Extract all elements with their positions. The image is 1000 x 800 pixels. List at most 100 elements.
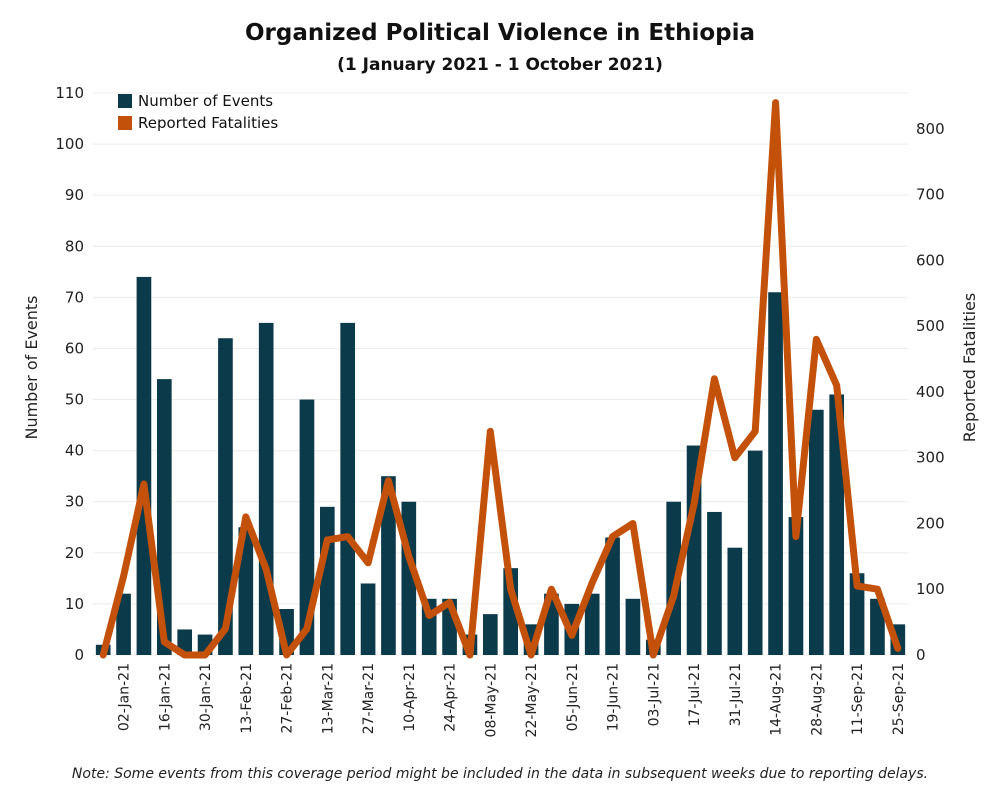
point-fatalities <box>876 588 878 590</box>
y-tick-label: 0 <box>74 646 84 664</box>
bar-events <box>116 593 131 655</box>
point-fatalities <box>469 654 471 656</box>
y2-tick-label: 0 <box>916 646 926 664</box>
bar-events <box>870 598 885 655</box>
x-tick-label: 17-Jul-21 <box>687 663 703 726</box>
point-fatalities <box>286 654 288 656</box>
y2-tick-label: 100 <box>916 580 945 598</box>
chart-note: Note: Some events from this coverage per… <box>71 766 929 782</box>
point-fatalities <box>673 595 675 597</box>
y-tick-label: 90 <box>65 186 84 204</box>
bar-events <box>381 476 396 655</box>
x-tick-label: 25-Sep-21 <box>891 663 907 735</box>
point-fatalities <box>408 555 410 557</box>
point-fatalities <box>102 654 104 656</box>
point-fatalities <box>367 562 369 564</box>
y2-tick-label: 800 <box>916 120 945 138</box>
bar-events <box>156 379 172 655</box>
bar-events <box>319 506 335 655</box>
y-tick-label: 40 <box>65 442 84 460</box>
x-tick-label: 28-Aug-21 <box>809 663 825 736</box>
bar-events <box>299 399 315 655</box>
y2-axis-label: Reported Fatalities <box>960 293 979 443</box>
bar-events <box>707 511 722 655</box>
x-tick-label: 11-Sep-21 <box>850 663 866 735</box>
x-tick-label: 05-Jun-21 <box>565 663 581 731</box>
x-tick-label: 30-Jan-21 <box>198 663 214 731</box>
bar-events <box>808 409 824 655</box>
point-fatalities <box>184 654 186 656</box>
x-tick-label: 16-Jan-21 <box>157 663 173 731</box>
point-fatalities <box>693 503 695 505</box>
y2-tick-label: 500 <box>916 317 945 335</box>
legend-label-fatalities: Reported Fatalities <box>138 114 279 132</box>
x-tick-label: 13-Feb-21 <box>239 663 255 734</box>
y-tick-label: 10 <box>65 595 84 613</box>
bar-events <box>829 394 845 655</box>
bar-events <box>584 593 600 655</box>
point-fatalities <box>163 641 165 643</box>
bar-events <box>360 583 376 655</box>
point-fatalities <box>204 654 206 656</box>
x-tick-label: 31-Jul-21 <box>728 663 744 726</box>
y2-tick-label: 400 <box>916 383 945 401</box>
point-fatalities <box>836 384 838 386</box>
x-tick-label: 02-Jan-21 <box>117 663 133 731</box>
legend-label-events: Number of Events <box>138 92 274 110</box>
point-fatalities <box>550 588 552 590</box>
legend-swatch-events <box>118 94 132 108</box>
point-fatalities <box>815 338 817 340</box>
legend-item-events: Number of Events <box>118 90 278 112</box>
point-fatalities <box>734 457 736 459</box>
point-fatalities <box>428 615 430 617</box>
bar-events <box>849 573 865 655</box>
point-fatalities <box>143 483 145 485</box>
point-fatalities <box>306 628 308 630</box>
chart-legend: Number of Events Reported Fatalities <box>118 90 278 134</box>
bar-events <box>747 450 763 655</box>
point-fatalities <box>775 102 777 104</box>
point-fatalities <box>123 575 125 577</box>
bar-events <box>238 527 254 655</box>
point-fatalities <box>489 430 491 432</box>
point-fatalities <box>856 585 858 587</box>
y2-tick-label: 700 <box>916 186 945 204</box>
point-fatalities <box>612 536 614 538</box>
y-tick-label: 80 <box>65 237 84 255</box>
line-fatalities <box>99 99 902 659</box>
point-fatalities <box>510 588 512 590</box>
y-axis-label: Number of Events <box>22 295 41 439</box>
point-fatalities <box>530 654 532 656</box>
x-tick-label: 13-Mar-21 <box>320 663 336 734</box>
bar-events <box>136 276 152 655</box>
x-tick-label: 19-Jun-21 <box>606 663 622 731</box>
bar-events <box>340 322 356 655</box>
y-tick-label: 30 <box>65 493 84 511</box>
legend-item-fatalities: Reported Fatalities <box>118 112 278 134</box>
point-fatalities <box>387 480 389 482</box>
point-fatalities <box>632 522 634 524</box>
x-tick-label: 08-May-21 <box>483 663 499 737</box>
point-fatalities <box>449 601 451 603</box>
bar-events <box>605 537 620 655</box>
legend-swatch-fatalities <box>118 116 132 130</box>
point-fatalities <box>571 634 573 636</box>
point-fatalities <box>754 430 756 432</box>
bar-events <box>788 517 804 655</box>
x-tick-label: 27-Feb-21 <box>280 663 296 734</box>
y-tick-label: 60 <box>65 339 84 357</box>
bar-events <box>768 292 783 655</box>
x-tick-label: 10-Apr-21 <box>402 663 418 732</box>
point-fatalities <box>326 539 328 541</box>
y-tick-label: 100 <box>55 135 84 153</box>
x-tick-label: 03-Jul-21 <box>646 663 662 726</box>
x-tick-label: 24-Apr-21 <box>443 663 459 732</box>
x-tick-label: 27-Mar-21 <box>361 663 377 734</box>
chart-title: Organized Political Violence in Ethiopia <box>244 20 756 46</box>
y2-tick-label: 200 <box>916 514 945 532</box>
point-fatalities <box>224 628 226 630</box>
x-tick-label: 14-Aug-21 <box>769 663 785 736</box>
bar-events <box>625 598 641 655</box>
